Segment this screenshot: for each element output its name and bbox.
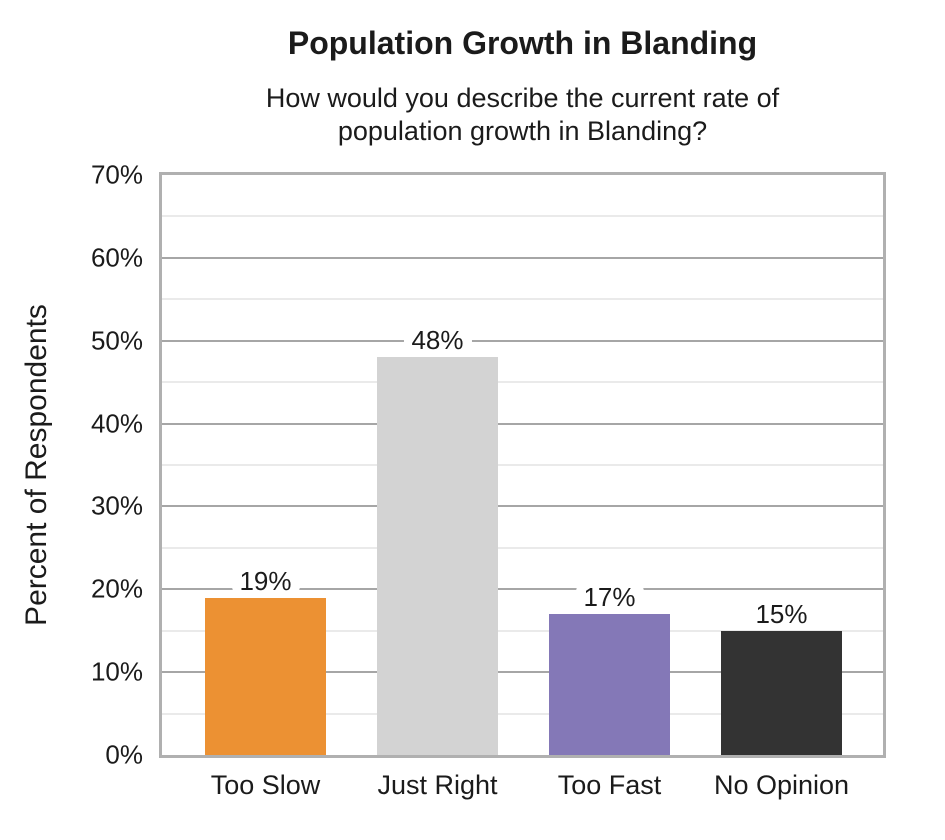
y-tick-label-70: 70% xyxy=(90,159,143,190)
data-label-too-fast: 17% xyxy=(575,582,644,613)
y-tick-label-50: 50% xyxy=(90,325,143,356)
bar-no-opinion xyxy=(721,630,842,755)
x-axis-label-too-fast: Too Fast xyxy=(557,770,662,800)
data-label-just-right: 48% xyxy=(403,325,472,356)
major-gridline-30 xyxy=(162,505,883,508)
minor-gridline-25 xyxy=(162,547,883,549)
major-gridline-60 xyxy=(162,256,883,259)
chart-header: Population Growth in Blanding How would … xyxy=(100,0,945,148)
bar-too-fast xyxy=(549,614,670,755)
x-axis-label-just-right: Just Right xyxy=(377,770,498,800)
plot-area: 19% 48% 17% 15% xyxy=(159,172,886,758)
minor-gridline-15 xyxy=(162,630,883,632)
major-gridline-20 xyxy=(162,588,883,591)
minor-gridline-45 xyxy=(162,381,883,383)
y-tick-label-20: 20% xyxy=(90,573,143,604)
data-label-no-opinion: 15% xyxy=(747,598,816,629)
x-axis-label-too-slow: Too Slow xyxy=(210,770,321,800)
minor-gridline-5 xyxy=(162,713,883,715)
bar-too-slow xyxy=(205,597,326,755)
bars: 19% 48% 17% 15% xyxy=(162,175,883,755)
minor-gridline-65 xyxy=(162,215,883,217)
minor-gridline-55 xyxy=(162,298,883,300)
data-label-too-slow: 19% xyxy=(231,565,300,596)
bar-just-right xyxy=(377,357,498,755)
major-gridline-10 xyxy=(162,671,883,674)
minor-gridline-35 xyxy=(162,464,883,466)
y-tick-label-30: 30% xyxy=(90,490,143,521)
y-tick-label-40: 40% xyxy=(90,408,143,439)
chart-subtitle: How would you describe the current rate … xyxy=(100,82,945,148)
chart-subtitle-line-2: population growth in Blanding? xyxy=(337,116,708,146)
y-tick-label-0: 0% xyxy=(105,739,143,770)
major-gridline-50 xyxy=(162,339,883,342)
y-axis-ticks: 0% 10% 20% 30% 40% 50% 60% 70% xyxy=(0,0,143,840)
chart-title: Population Growth in Blanding xyxy=(287,25,758,61)
chart-subtitle-line-1: How would you describe the current rate … xyxy=(265,83,780,113)
major-gridline-40 xyxy=(162,422,883,425)
y-tick-label-10: 10% xyxy=(90,656,143,687)
gridlines xyxy=(162,175,883,755)
x-axis-label-no-opinion: No Opinion xyxy=(713,770,850,800)
y-tick-label-60: 60% xyxy=(90,242,143,273)
